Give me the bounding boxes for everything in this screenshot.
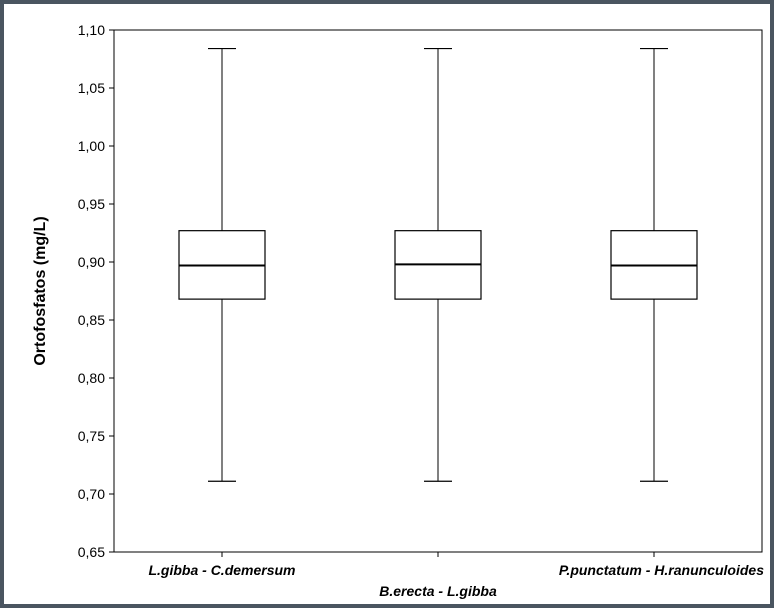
y-tick-label: 0,80 [78,370,105,386]
y-tick-label: 0,65 [78,544,105,560]
y-tick-label: 0,95 [78,196,105,212]
y-tick-label: 0,85 [78,312,105,328]
y-tick-label: 0,70 [78,486,105,502]
y-tick-label: 1,00 [78,138,105,154]
y-tick-label: 0,90 [78,254,105,270]
x-category-label: B.erecta - L.gibba [379,583,497,599]
box-1 [178,47,266,482]
boxes [178,47,698,482]
y-tick-label: 0,75 [78,428,105,444]
box-2 [394,47,482,482]
box-3 [610,47,698,482]
y-axis-label: Ortofosfatos (mg/L) [32,216,49,365]
y-tick-label: 1,10 [78,22,105,38]
x-axis: L.gibba - C.demersum B.erecta - L.gibba P.… [148,552,764,599]
box-plot-chart: 0,65 0,70 0,75 0,80 0,85 0,90 0,95 1,00 1,05 1,10… [32,22,764,599]
x-category-label: P.punctatum - H.ranunculoides [559,562,764,578]
y-axis: 0,65 0,70 0,75 0,80 0,85 0,90 0,95 1,00 1,05 1,10 [78,22,114,560]
y-tick-label: 1,05 [78,80,105,96]
x-category-label: L.gibba - C.demersum [148,562,295,578]
